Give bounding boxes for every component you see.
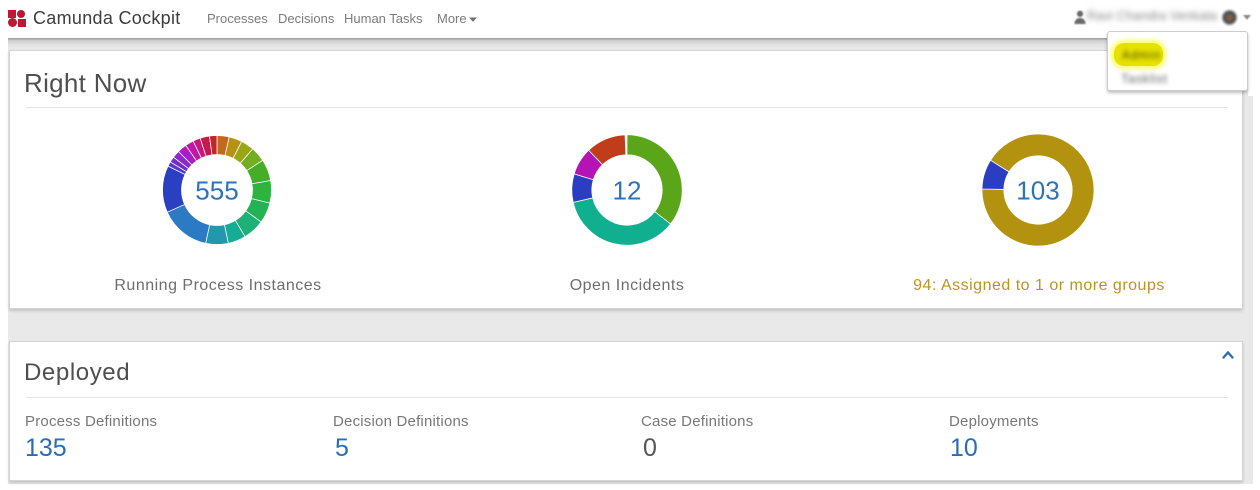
svg-text:555: 555	[195, 176, 238, 206]
svg-text:12: 12	[613, 176, 642, 206]
svg-text:103: 103	[1016, 176, 1059, 206]
